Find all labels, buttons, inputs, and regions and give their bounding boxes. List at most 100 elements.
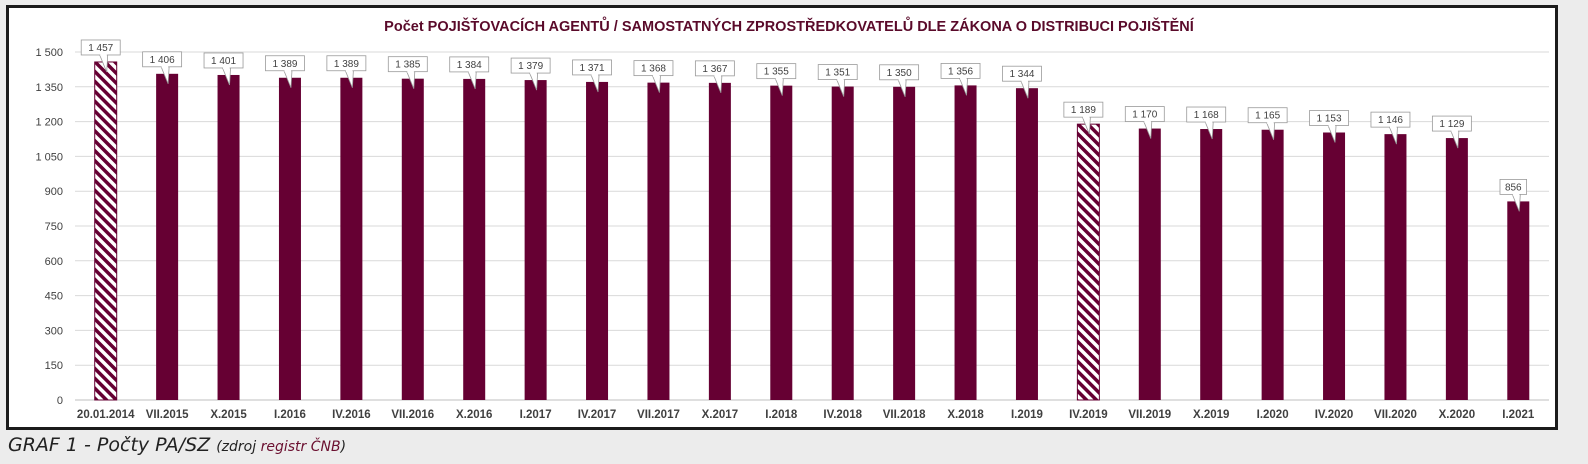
x-tick-label: IV.2019 [1069,409,1108,421]
x-tick-label: IV.2017 [578,409,617,421]
chart-title: Počet POJIŠŤOVACÍCH AGENTŮ / SAMOSTATNÝC… [384,16,1195,35]
x-tick-label: X.2016 [456,409,492,421]
x-tick-label: VII.2019 [1128,409,1171,421]
bar [217,74,240,400]
x-tick-label: I.2019 [1011,409,1043,421]
x-tick-label: X.2018 [947,409,984,421]
bar [401,78,424,401]
data-label: 1 189 [1071,105,1096,116]
data-label: 1 170 [1132,110,1157,121]
data-label: 1 389 [334,59,359,70]
bar [340,77,363,400]
chart-frame: Počet POJIŠŤOVACÍCH AGENTŮ / SAMOSTATNÝC… [6,5,1558,430]
data-label: 1 379 [518,61,543,72]
bar [1261,129,1284,400]
data-label: 1 344 [1009,69,1034,80]
x-tick-label: X.2020 [1439,409,1475,421]
x-tick-label: IV.2020 [1315,409,1354,421]
x-tick-label: X.2019 [1193,409,1229,421]
label-pointer-join [837,78,844,81]
x-tick-label: I.2017 [520,409,552,421]
bar [770,85,793,400]
label-pointer-join [407,70,414,73]
bar-chart: Počet POJIŠŤOVACÍCH AGENTŮ / SAMOSTATNÝC… [35,16,1549,421]
label-pointer-join [100,53,107,57]
x-tick-label: IV.2018 [823,409,862,421]
x-tick-label: I.2021 [1502,409,1535,421]
x-tick-label: VII.2018 [883,409,926,421]
data-label: 1 367 [702,64,727,75]
bar [831,86,854,401]
y-tick-label: 450 [45,291,63,303]
label-pointer-join [960,77,967,80]
label-pointer-join [1512,193,1520,196]
bars [94,61,1530,401]
data-label: 1 401 [211,56,236,67]
data-label: 1 168 [1194,110,1219,121]
label-pointer-join [1389,125,1397,129]
label-pointer-join [468,70,476,74]
bar [708,82,731,400]
y-tick-label: 1 050 [35,151,63,163]
data-label: 1 385 [395,60,420,71]
label-pointer-join [1144,120,1151,123]
y-tick-label: 150 [45,360,63,372]
x-tick-label: VII.2020 [1374,409,1417,421]
label-pointer-join [1328,124,1336,127]
bar [463,78,486,401]
bar [278,77,301,400]
bar [94,61,118,401]
gridlines [75,51,1549,401]
x-tick-label: X.2017 [702,409,738,421]
data-label: 1 371 [580,63,605,74]
bar [1507,201,1530,400]
label-pointer-join [284,69,292,72]
bar [586,81,609,400]
label-pointer-join [530,71,537,75]
data-label: 1 153 [1317,114,1342,125]
caption-source-suffix: ) [340,439,347,455]
data-label: 1 384 [457,60,482,71]
label-pointer-join [1205,120,1213,124]
y-tick-label: 600 [45,256,63,268]
data-label: 1 355 [764,67,789,78]
x-tick-label: X.2015 [210,409,247,421]
x-tick-label: 20.01.2014 [77,409,135,421]
bar [954,85,977,401]
bar [647,82,670,401]
y-tick-label: 1 200 [35,117,63,129]
data-label: 1 351 [825,68,850,79]
x-tick-label: I.2018 [765,409,798,421]
label-pointer-join [1021,79,1029,83]
label-pointer-join [591,73,599,77]
data-label: 1 389 [272,59,297,70]
data-label: 1 146 [1378,115,1403,126]
bar [1015,88,1038,400]
data-label: 1 406 [150,55,175,66]
y-tick-label: 750 [45,221,63,233]
data-label: 856 [1505,182,1522,193]
x-axis-ticks: 20.01.2014 VII.2015 X.2015 I.2016 IV.2016 VII… [77,409,1535,421]
bar [1076,123,1100,401]
caption-source-link[interactable]: registr ČNB [260,439,341,455]
label-pointer-join [1451,129,1458,133]
label-pointer-join [652,74,660,77]
bar [1445,138,1468,400]
data-label: 1 165 [1255,111,1280,122]
y-tick-label: 1 350 [35,82,63,94]
caption-text: GRAF 1 - Počty PA/SZ [8,434,211,456]
data-label: 1 350 [887,68,912,79]
label-pointer-join [898,78,906,81]
y-tick-label: 300 [45,325,63,337]
y-tick-label: 0 [57,395,63,407]
caption-source-prefix: (zdroj [216,439,261,455]
x-tick-label: I.2016 [274,409,306,421]
x-tick-label: I.2020 [1257,409,1289,421]
label-pointer-join [223,66,230,70]
x-tick-label: VII.2016 [391,409,434,421]
bar [524,80,547,401]
bar [1200,129,1223,401]
label-pointer-join [161,65,169,69]
caption-source: (zdroj registr ČNB) [216,439,346,455]
label-pointer-join [1267,121,1274,124]
